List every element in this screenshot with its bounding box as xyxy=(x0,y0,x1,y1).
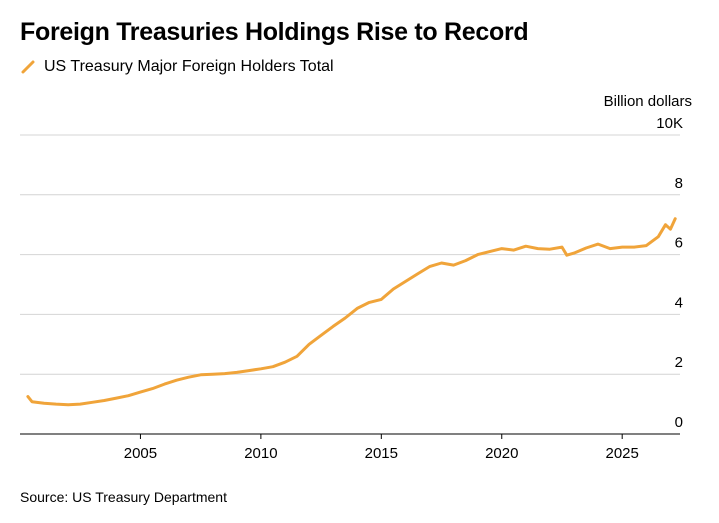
legend-line-icon xyxy=(21,60,35,74)
x-tick-label-2020: 2020 xyxy=(485,445,518,462)
x-tick-label-2025: 2025 xyxy=(606,445,639,462)
x-tick-label-2015: 2015 xyxy=(365,445,398,462)
x-axis-ticks: 2005 2010 2015 2020 2025 xyxy=(124,434,639,462)
y-tick-label-6: 6 xyxy=(675,235,683,252)
y-tick-label-10K: 10K xyxy=(656,115,683,132)
x-tick-label-2010: 2010 xyxy=(244,445,277,462)
y-tick-label-2: 2 xyxy=(675,354,683,371)
x-tick-label-2005: 2005 xyxy=(124,445,157,462)
gridlines xyxy=(20,134,680,375)
chart-title: Foreign Treasuries Holdings Rise to Reco… xyxy=(20,18,529,46)
y-tick-label-0: 0 xyxy=(675,414,683,431)
series xyxy=(26,217,677,407)
legend-label: US Treasury Major Foreign Holders Total xyxy=(44,58,334,75)
legend: US Treasury Major Foreign Holders Total xyxy=(20,58,334,76)
y-tick-label-8: 8 xyxy=(675,175,683,192)
series-line-0 xyxy=(26,217,677,407)
source-note: Source: US Treasury Department xyxy=(20,489,227,505)
y-axis-ticks: 0 2 4 6 8 10K xyxy=(656,115,683,431)
y-tick-label-4: 4 xyxy=(675,294,683,311)
y-axis-unit-label: Billion dollars xyxy=(604,93,692,110)
